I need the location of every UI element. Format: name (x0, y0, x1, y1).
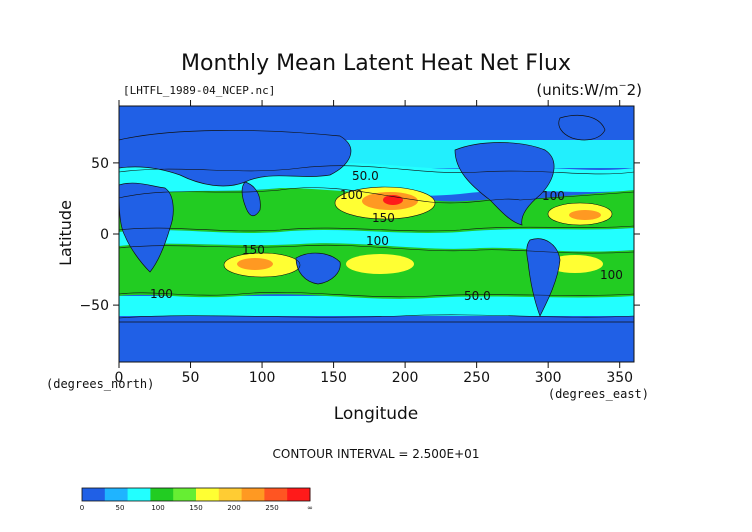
flux-max-south-pacific (346, 254, 414, 274)
land-masses (119, 115, 634, 362)
contour-line (119, 314, 634, 319)
contour-line (119, 165, 634, 175)
land-australia (295, 252, 341, 285)
colorbar: 0 50 100 150 200 250 ∞ (80, 487, 313, 512)
contour-label: 100 (600, 268, 623, 282)
contour-label: 100 (366, 234, 389, 248)
contour-line (119, 291, 634, 298)
cyan-fringe-south (119, 228, 634, 252)
units-label: (units:W/m⁻2) (536, 79, 642, 99)
colorbar-tick-label: 0 (80, 504, 84, 512)
contour-lines (119, 165, 634, 319)
colorbar-swatch (241, 488, 265, 501)
colorbar-swatch (173, 488, 197, 501)
colorbar-swatch (287, 488, 311, 501)
file-label: [LHTFL_1989-04_NCEP.nc] (123, 84, 275, 97)
y-unit-label: (degrees_north) (46, 377, 154, 391)
contour-label: 150 (372, 211, 395, 225)
chart-title: Monthly Mean Latent Heat Net Flux (181, 51, 571, 76)
x-tick-label: 0 (115, 370, 124, 386)
contour-line (119, 225, 634, 232)
colorbar-tick-label: 200 (227, 504, 240, 512)
flux-max-south-atlantic (547, 255, 603, 273)
x-tick-label: 200 (392, 370, 419, 386)
contour-interval-text: CONTOUR INTERVAL = 2.500E+01 (273, 447, 480, 461)
colorbar-frame (81, 487, 311, 502)
x-unit-label: (degrees_east) (548, 387, 649, 401)
contour-line (119, 187, 634, 204)
colorbar-tick-label: 50 (116, 504, 125, 512)
x-axis: 0 50 100 150 200 250 300 350 (115, 100, 633, 386)
colorbar-swatch (196, 488, 220, 501)
contour-label: 50.0 (464, 289, 491, 303)
colorbar-swatch (264, 488, 288, 501)
flux-max-north-atlantic-core (569, 210, 601, 220)
contour-label: 100 (542, 189, 565, 203)
x-tick-label: 250 (463, 370, 490, 386)
colorbar-tick-label: ∞ (307, 504, 313, 512)
contour-line (334, 186, 436, 220)
colorbar-tick-label: 100 (151, 504, 164, 512)
x-tick-label: 150 (320, 370, 347, 386)
colorbar-swatch (218, 488, 243, 501)
contour-line (547, 202, 613, 226)
x-tick-label: 300 (535, 370, 562, 386)
contour-label: 150 (242, 243, 265, 257)
land-antarctica (119, 321, 634, 362)
land-eurasia (119, 130, 352, 187)
y-axis-label: Latitude (56, 200, 75, 266)
y-tick-label: 0 (100, 227, 109, 243)
contour-label: 100 (340, 188, 363, 202)
x-tick-label: 350 (606, 370, 633, 386)
southern-ocean-band (119, 296, 634, 316)
x-tick-label: 100 (249, 370, 276, 386)
colorbar-swatch (127, 488, 151, 501)
contour-line (223, 252, 301, 278)
x-axis-label: Longitude (334, 404, 419, 424)
contour-line (119, 244, 634, 254)
contour-label: 50.0 (352, 169, 379, 183)
x-tick-label: 50 (182, 370, 200, 386)
flux-max-south-indian-core (237, 258, 273, 270)
contour-label: 100 (150, 287, 173, 301)
map-plot: 50.0 100 150 100 100 150 100 100 50.0 (119, 106, 634, 362)
y-axis: 50 0 −50 (79, 156, 640, 314)
land-north-america (454, 142, 555, 226)
colorbar-swatch (82, 488, 106, 501)
y-tick-label: −50 (79, 298, 109, 314)
land-south-america (526, 238, 561, 317)
contour-labels: 50.0 100 150 100 100 150 100 100 50.0 (150, 169, 623, 303)
colorbar-tick-label: 150 (189, 504, 202, 512)
y-tick-label: 50 (91, 156, 109, 172)
colorbar-swatch (150, 488, 174, 501)
colorbar-swatch (104, 488, 129, 501)
land-greenland (558, 115, 606, 141)
land-africa (119, 182, 174, 273)
colorbar-tick-label: 250 (265, 504, 278, 512)
